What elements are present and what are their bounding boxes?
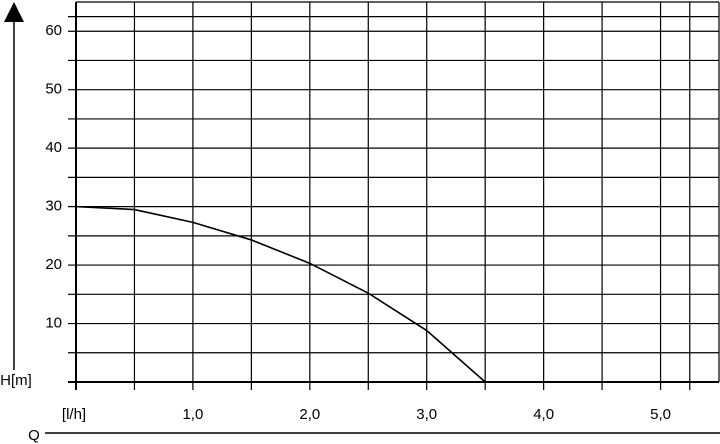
x-tick-label: 1,0 xyxy=(182,406,203,423)
y-tick-label: 50 xyxy=(45,81,62,98)
x-tick-label: 2,0 xyxy=(299,406,320,423)
x-tick-label: 5,0 xyxy=(650,406,671,423)
y-tick-label: 60 xyxy=(45,22,62,39)
x-tick-label: 3,0 xyxy=(416,406,437,423)
y-tick-label: 20 xyxy=(45,256,62,273)
y-tick-label: 30 xyxy=(45,198,62,215)
x-tick-label: 4,0 xyxy=(533,406,554,423)
x-axis-unit: [l/h] xyxy=(62,406,86,423)
y-axis-label: H[m] xyxy=(0,372,32,389)
y-axis-arrow xyxy=(4,2,24,22)
y-tick-label: 40 xyxy=(45,139,62,156)
pump-curve xyxy=(75,205,486,383)
x-axis-name: Q xyxy=(28,427,40,444)
y-tick-label: 10 xyxy=(45,315,62,332)
